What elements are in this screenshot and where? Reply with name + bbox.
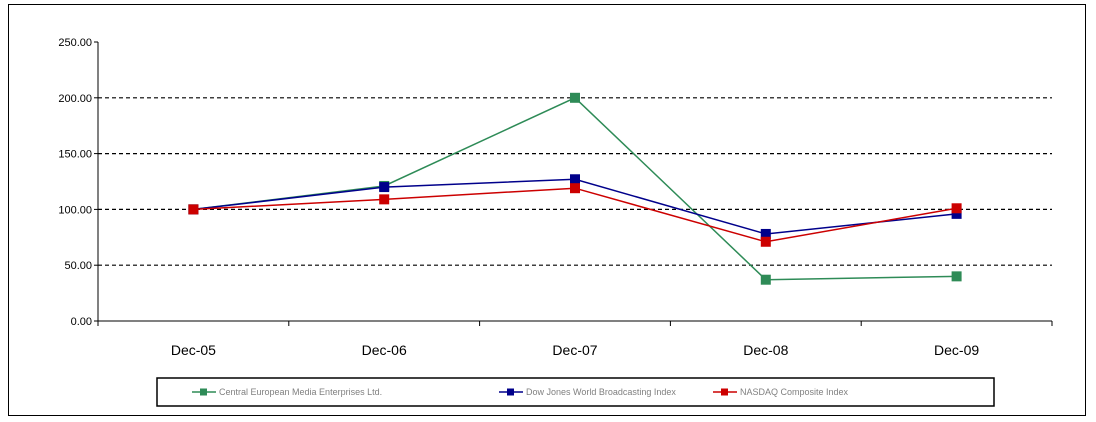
- legend-label: NASDAQ Composite Index: [740, 387, 849, 397]
- axes: [94, 41, 1053, 326]
- y-tick-label: 150.00: [58, 149, 92, 161]
- series-lines: [188, 92, 962, 285]
- y-tick-label: 50.00: [64, 260, 92, 272]
- x-tick-label: Dec-08: [743, 342, 788, 358]
- data-point-marker: [570, 92, 580, 103]
- data-point-marker: [951, 271, 962, 282]
- legend-label: Dow Jones World Broadcasting Index: [526, 387, 676, 397]
- data-point-marker: [760, 236, 771, 247]
- data-point-marker: [379, 182, 390, 193]
- legend-marker: [200, 388, 207, 396]
- data-point-marker: [760, 274, 771, 285]
- data-point-marker: [570, 174, 580, 185]
- legend-box: [156, 377, 995, 407]
- line-chart: 0.00 50.00 100.00 150.00 200.00 250.00 Dec-05…: [58, 37, 1053, 407]
- legend-marker: [507, 388, 514, 396]
- x-tick-label: Dec-06: [362, 342, 407, 358]
- legend: Central European Media Enterprises Ltd. D…: [156, 377, 995, 407]
- y-axis-ticks: 0.00 50.00 100.00 150.00 200.00 250.00: [58, 37, 92, 328]
- data-point-marker: [951, 203, 962, 214]
- y-tick-label: 0.00: [71, 316, 92, 328]
- data-point-marker: [188, 204, 199, 215]
- y-tick-label: 250.00: [58, 37, 92, 49]
- x-tick-label: Dec-09: [934, 342, 979, 358]
- legend-marker: [721, 388, 728, 396]
- x-axis-ticks: Dec-05 Dec-06 Dec-07 Dec-08 Dec-09: [171, 342, 980, 358]
- x-tick-label: Dec-05: [171, 342, 216, 358]
- chart-frame: 0.00 50.00 100.00 150.00 200.00 250.00 Dec-05…: [8, 4, 1086, 416]
- data-point-marker: [570, 183, 580, 194]
- x-tick-label: Dec-07: [552, 342, 597, 358]
- y-tick-label: 100.00: [58, 204, 92, 216]
- y-tick-label: 200.00: [58, 93, 92, 105]
- legend-label: Central European Media Enterprises Ltd.: [219, 387, 382, 397]
- data-point-marker: [379, 194, 390, 205]
